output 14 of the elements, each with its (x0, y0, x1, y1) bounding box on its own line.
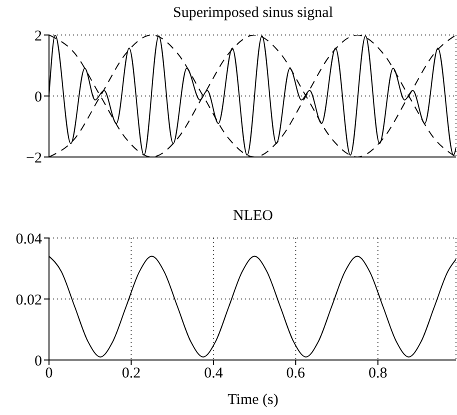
y-tick-label: 0.02 (16, 292, 42, 308)
x-tick-label: 0.4 (204, 366, 224, 382)
x-tick-label: 0.2 (122, 366, 141, 382)
y-tick-label: 2 (34, 28, 42, 44)
x-tick-label: 0.6 (286, 366, 306, 382)
chart-title: NLEO (232, 208, 274, 225)
y-tick-label: 0 (34, 89, 42, 106)
x-axis-title: Time (s) (226, 392, 280, 409)
x-tick-label: 0 (45, 366, 53, 382)
y-tick-label: 0 (34, 353, 42, 370)
chart-title: Superimposed sinus signal (172, 5, 334, 22)
y-tick-label: −2 (26, 150, 42, 166)
y-tick-label: 0.04 (16, 231, 42, 248)
x-tick-label: 0.8 (368, 366, 388, 382)
